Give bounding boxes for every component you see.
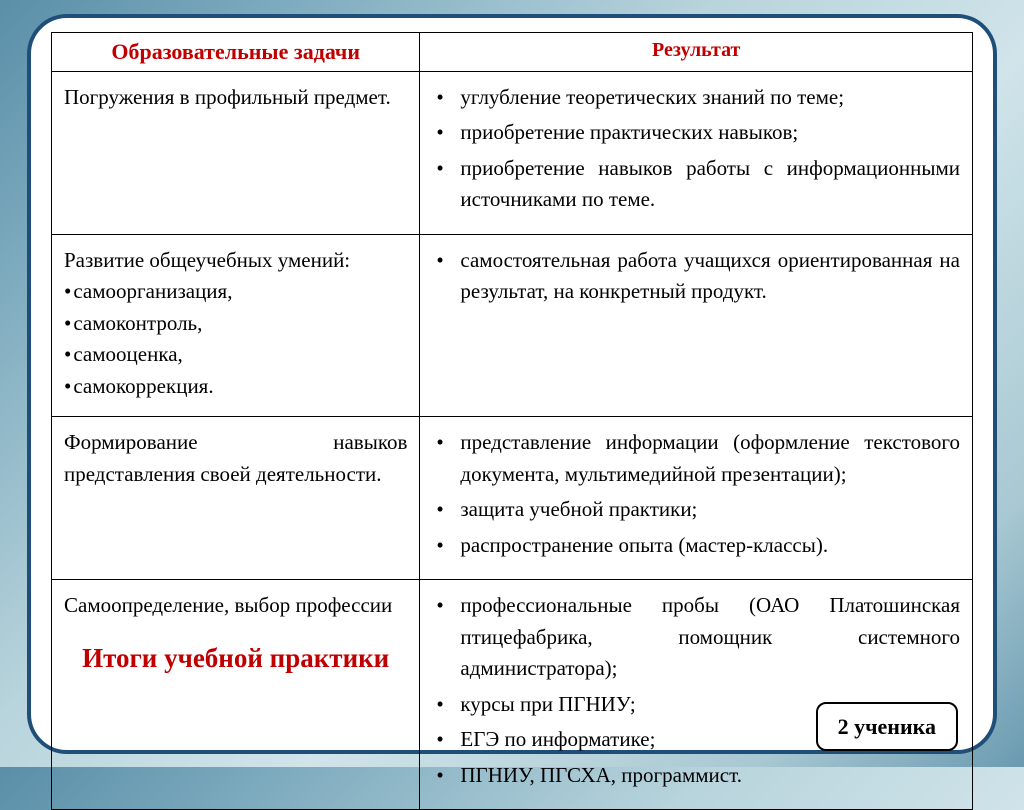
result-item: защита учебной практики; (460, 494, 960, 526)
column-header-results: Результат (420, 32, 973, 71)
task-text: Погружения в профильный предмет. (64, 85, 391, 109)
slide-frame: Образовательные задачи Результат Погруже… (27, 14, 997, 754)
task-cell: Самоопределение, выбор профессии Итоги у… (52, 580, 420, 810)
result-cell: представление информации (оформление тек… (420, 417, 973, 580)
task-text: Формирование навыков представления своей… (64, 430, 407, 486)
result-item: самостоятельная работа учащихся ориентир… (460, 245, 960, 308)
result-cell: углубление теоретических знаний по теме;… (420, 71, 973, 234)
result-item: представление информации (оформление тек… (460, 427, 960, 490)
task-text: Развитие общеучебных умений: (64, 245, 407, 277)
result-item: углубление теоретических знаний по теме; (460, 82, 960, 114)
task-text: Самоопределение, выбор профессии (64, 590, 407, 622)
task-subitem: самокоррекция. (64, 371, 407, 403)
result-cell: самостоятельная работа учащихся ориентир… (420, 234, 973, 417)
table-row: Формирование навыков представления своей… (52, 417, 973, 580)
result-cell: профессиональные пробы (ОАО Платошинская… (420, 580, 973, 810)
task-sublist: самоорганизация, самоконтроль, самооценк… (64, 276, 407, 402)
result-item: ПГНИУ, ПГСХА, программист. (460, 760, 960, 792)
task-subitem: самооценка, (64, 339, 407, 371)
task-subitem: самоорганизация, (64, 276, 407, 308)
task-cell: Формирование навыков представления своей… (52, 417, 420, 580)
table-row: Погружения в профильный предмет. углубле… (52, 71, 973, 234)
table-row: Развитие общеучебных умений: самоорганиз… (52, 234, 973, 417)
column-header-tasks: Образовательные задачи (52, 32, 420, 71)
task-subitem: самоконтроль, (64, 308, 407, 340)
footer-title: Итоги учебной практики (64, 642, 407, 676)
tasks-results-table: Образовательные задачи Результат Погруже… (51, 32, 973, 810)
result-item: приобретение практических навыков; (460, 117, 960, 149)
result-item: приобретение навыков работы с информацио… (460, 153, 960, 216)
task-cell: Погружения в профильный предмет. (52, 71, 420, 234)
task-cell: Развитие общеучебных умений: самоорганиз… (52, 234, 420, 417)
table-row: Самоопределение, выбор профессии Итоги у… (52, 580, 973, 810)
student-count-badge: 2 ученика (816, 702, 958, 751)
result-item: профессиональные пробы (ОАО Платошинская… (460, 590, 960, 685)
result-item: распространение опыта (мастер-классы). (460, 530, 960, 562)
